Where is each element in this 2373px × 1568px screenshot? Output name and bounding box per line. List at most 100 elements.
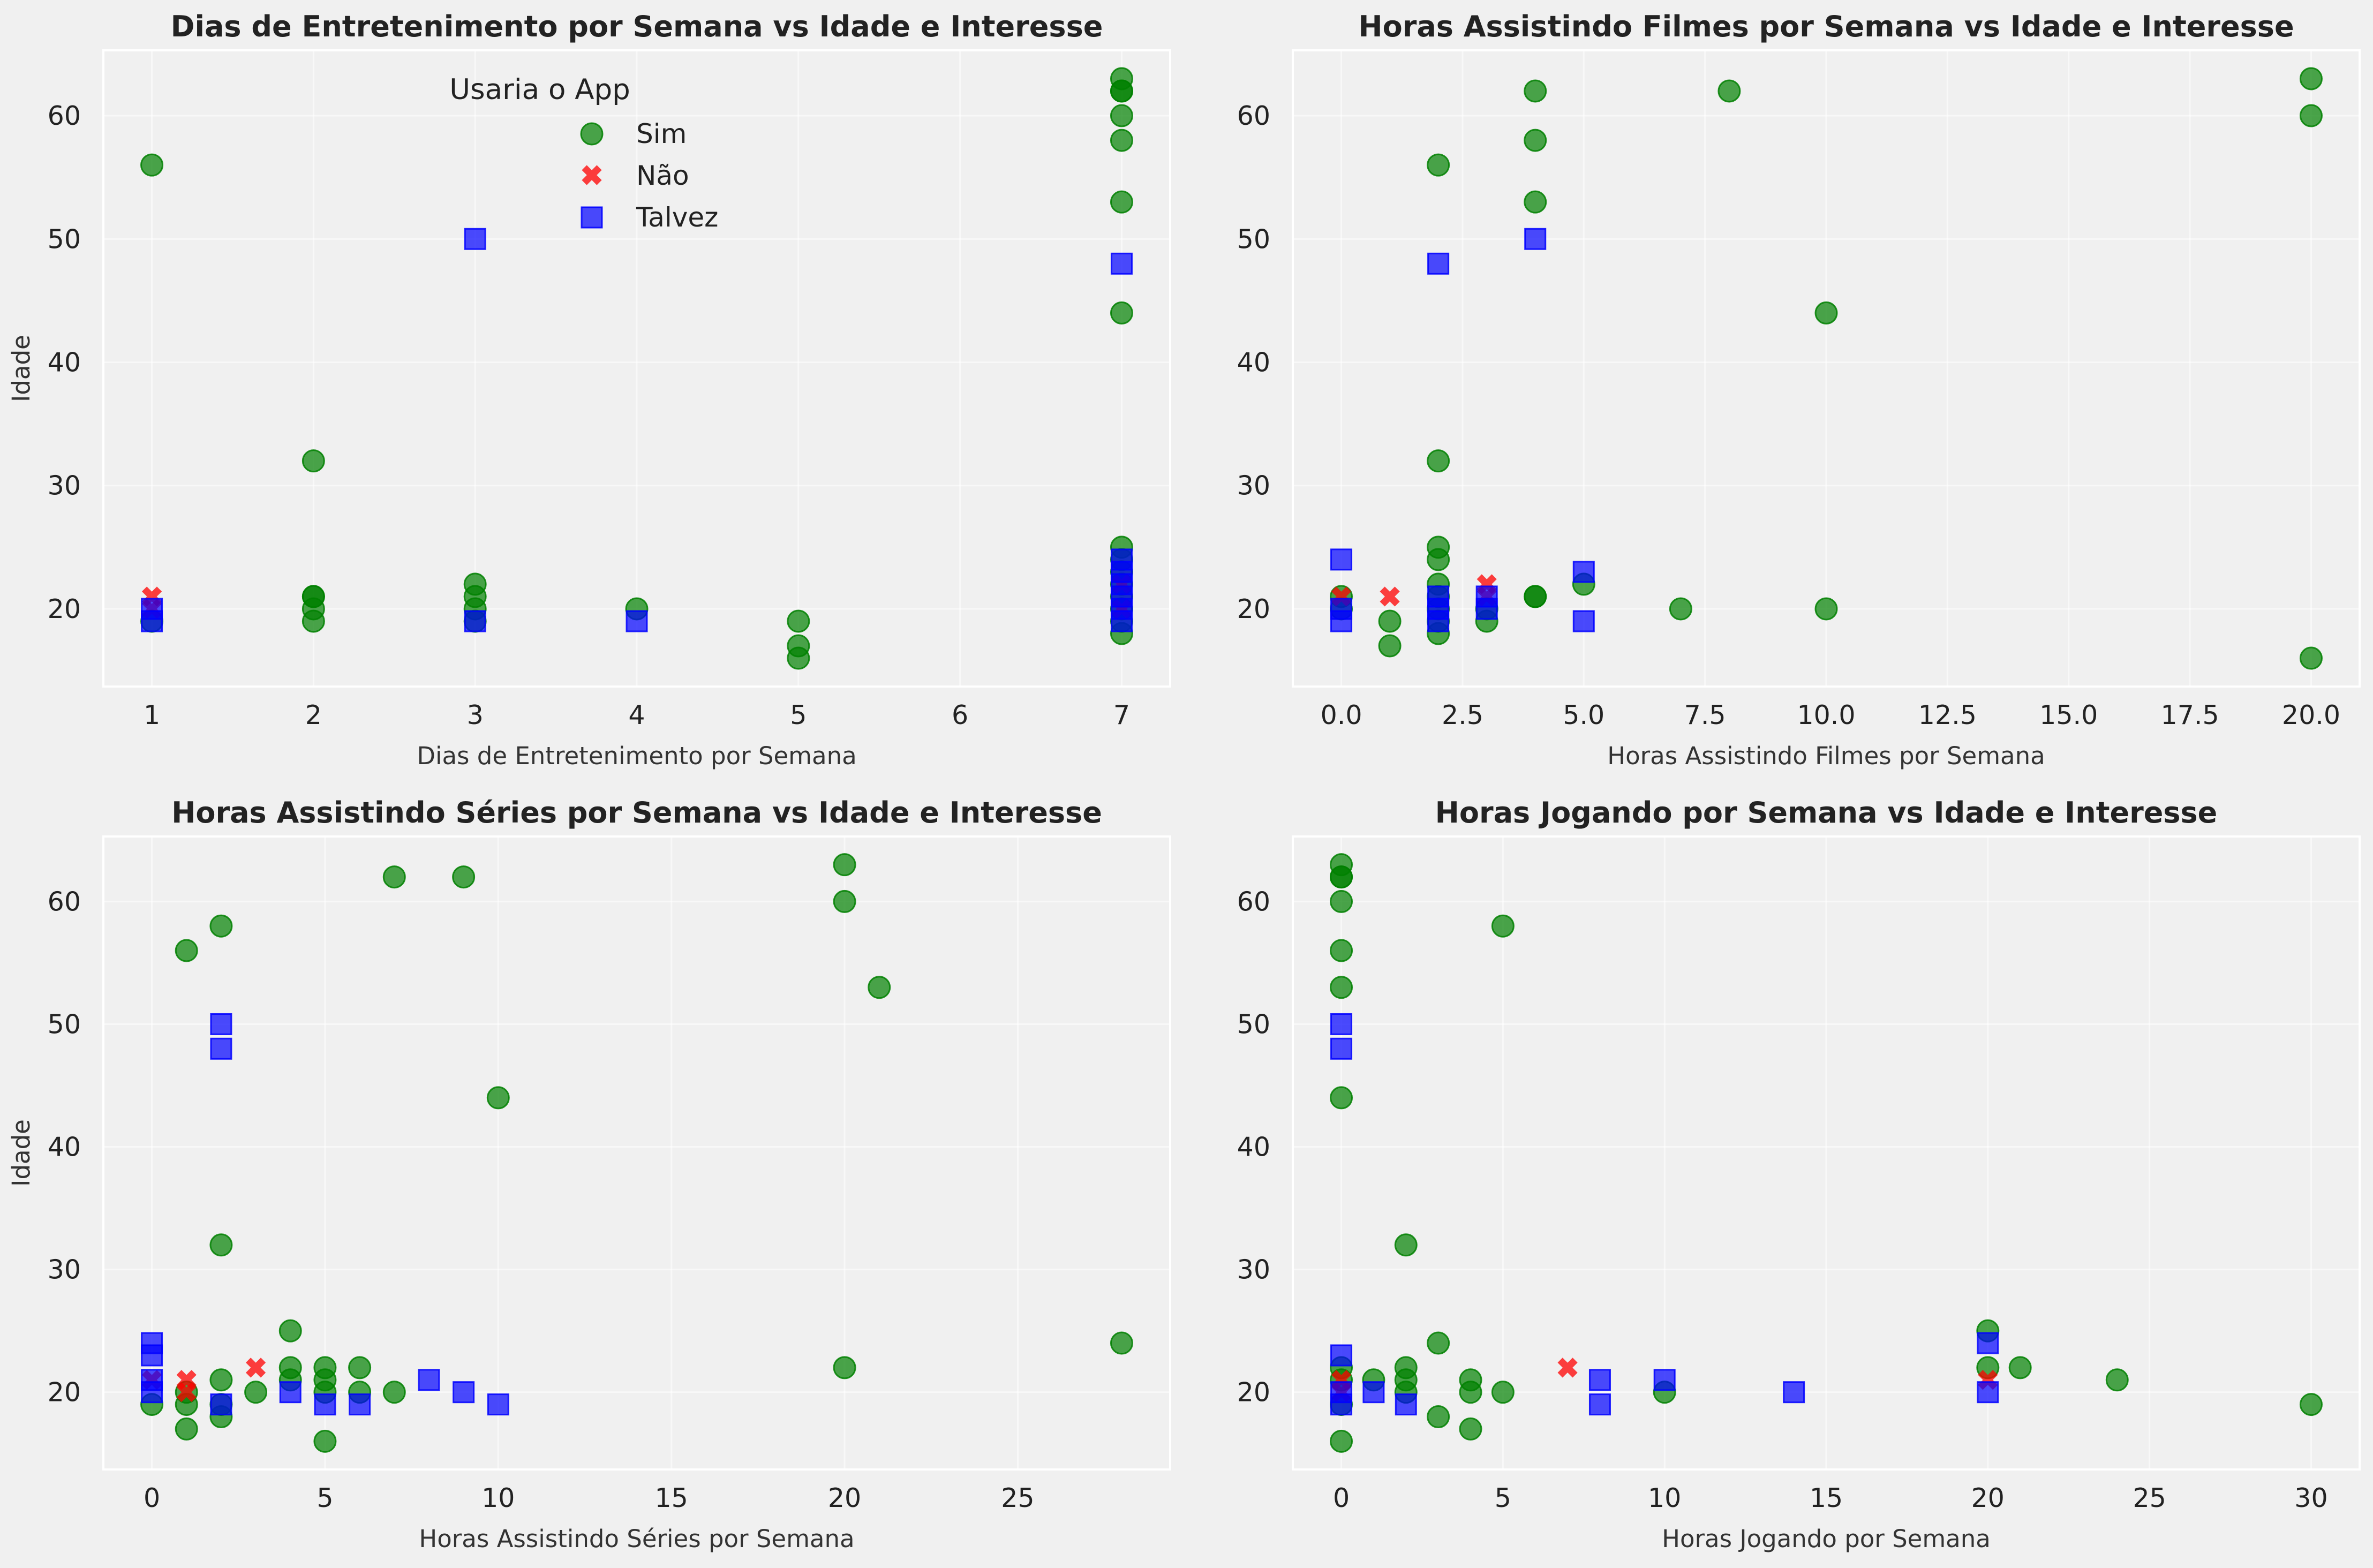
y-tick-label: 40 [48,1132,81,1163]
x-axis-label: Horas Jogando por Semana [1662,1525,1991,1553]
point-talvez [210,1013,232,1035]
y-tick-label: 50 [1237,224,1270,254]
point-sim [1330,1429,1353,1453]
y-tick-label: 60 [48,101,81,131]
data-points [140,853,1133,1453]
plot-title: Horas Assistindo Filmes por Semana vs Id… [1358,10,2294,43]
point-sim [1378,634,1402,658]
y-tick-label: 40 [1237,347,1270,378]
point-sim [1459,1417,1482,1441]
x-tick-label: 5 [1495,1483,1511,1513]
y-tick-label: 50 [48,1009,81,1039]
x-tick-label: 15.0 [2039,700,2098,730]
x-tick-label: 0 [144,1483,160,1513]
point-talvez [1110,610,1133,632]
y-tick-label: 50 [1237,1009,1270,1039]
legend: Usaria o App Sim Não Talvez [449,73,718,233]
y-axis-label: Idade [7,335,35,402]
point-sim [1524,585,1547,608]
point-talvez [1110,252,1133,275]
y-tick-label: 30 [1237,471,1270,501]
tick-labels: 0 5 10 15 20 25 30 20 30 40 50 60 [1237,886,2328,1513]
point-talvez [1330,1037,1353,1060]
point-sim [1524,79,1547,103]
point-talvez [418,1369,440,1391]
y-axis-label: Idade [7,1119,35,1187]
y-tick-label: 40 [48,347,81,378]
point-sim [1110,129,1133,152]
legend-label-nao: Não [636,160,689,191]
y-tick-label: 20 [48,1377,81,1408]
point-sim [486,1086,510,1110]
point-talvez [1330,1344,1353,1367]
x-tick-label: 20 [1971,1483,2005,1513]
legend-marker-square [581,206,603,229]
point-sim [1330,976,1353,999]
y-tick-label: 50 [48,224,81,254]
point-talvez [1427,610,1450,632]
point-talvez [210,1037,232,1060]
point-talvez [279,1381,302,1404]
x-tick-label: 12.5 [1918,700,1977,730]
legend-item-sim: Sim [580,118,687,149]
point-talvez [1362,1381,1385,1404]
y-axis-label: Idade [7,335,35,402]
point-talvez [1330,548,1353,571]
point-talvez [141,610,163,632]
legend-marker-x [582,165,602,185]
point-sim [302,609,325,633]
x-tick-label: 30 [2294,1483,2327,1513]
x-tick-label: 0 [1333,1483,1350,1513]
x-tick-label: 2 [305,700,322,730]
point-sim [1524,129,1547,152]
point-nao [176,1382,197,1403]
y-tick-label: 60 [1237,886,1270,917]
point-sim [209,914,233,938]
point-sim [302,585,325,608]
point-sim [209,1233,233,1257]
point-sim [1330,1086,1353,1110]
y-tick-label: 20 [1237,1377,1270,1408]
point-sim [2299,646,2323,670]
x-tick-label: 17.5 [2161,700,2219,730]
tick-labels: 1 2 3 4 5 6 7 20 30 40 50 60 [48,101,1130,730]
point-sim [1330,865,1353,889]
point-talvez [1783,1381,1805,1404]
x-tick-label: 25 [2133,1483,2166,1513]
x-tick-label: 5 [317,1483,333,1513]
scatter-panel-dias-entretenimento: 1 2 3 4 5 6 7 20 30 40 50 60 Dias de Entretenimento… [7,10,1171,770]
x-axis-label: Horas Assistindo Filmes por Semana [1607,742,2045,770]
x-tick-label: 10 [1648,1483,1681,1513]
point-talvez [1572,561,1595,583]
x-tick-label: 7 [1113,700,1130,730]
y-tick-label: 30 [48,1255,81,1285]
point-sim [2008,1356,2032,1379]
point-talvez [210,1393,232,1416]
y-tick-label: 60 [48,886,81,917]
point-sim [1427,1331,1450,1355]
point-sim [1427,449,1450,473]
point-sim [1427,548,1450,571]
point-talvez [464,610,486,632]
data-points [1330,853,2323,1453]
point-sim [2299,1393,2323,1416]
point-talvez [1524,228,1547,250]
point-sim [1427,153,1450,177]
point-sim [1330,939,1353,962]
legend-label-sim: Sim [636,118,687,149]
data-points [140,67,1133,670]
plot-title: Dias de Entretenimento por Semana vs Ida… [171,10,1103,43]
y-tick-label: 40 [1237,1132,1270,1163]
point-nao [1557,1358,1578,1378]
point-sim [1394,1233,1418,1257]
point-sim [313,1429,337,1453]
point-sim [2299,67,2323,91]
point-sim [1491,914,1515,938]
point-sim [452,865,476,889]
point-talvez [1977,1381,1999,1404]
tick-labels: 0.0 2.5 5.0 7.5 10.0 12.5 15.0 17.5 20.0 20 30 40 50… [1237,101,2340,730]
point-talvez [1588,1369,1611,1391]
point-talvez [1427,252,1450,275]
point-sim [1110,1331,1133,1355]
